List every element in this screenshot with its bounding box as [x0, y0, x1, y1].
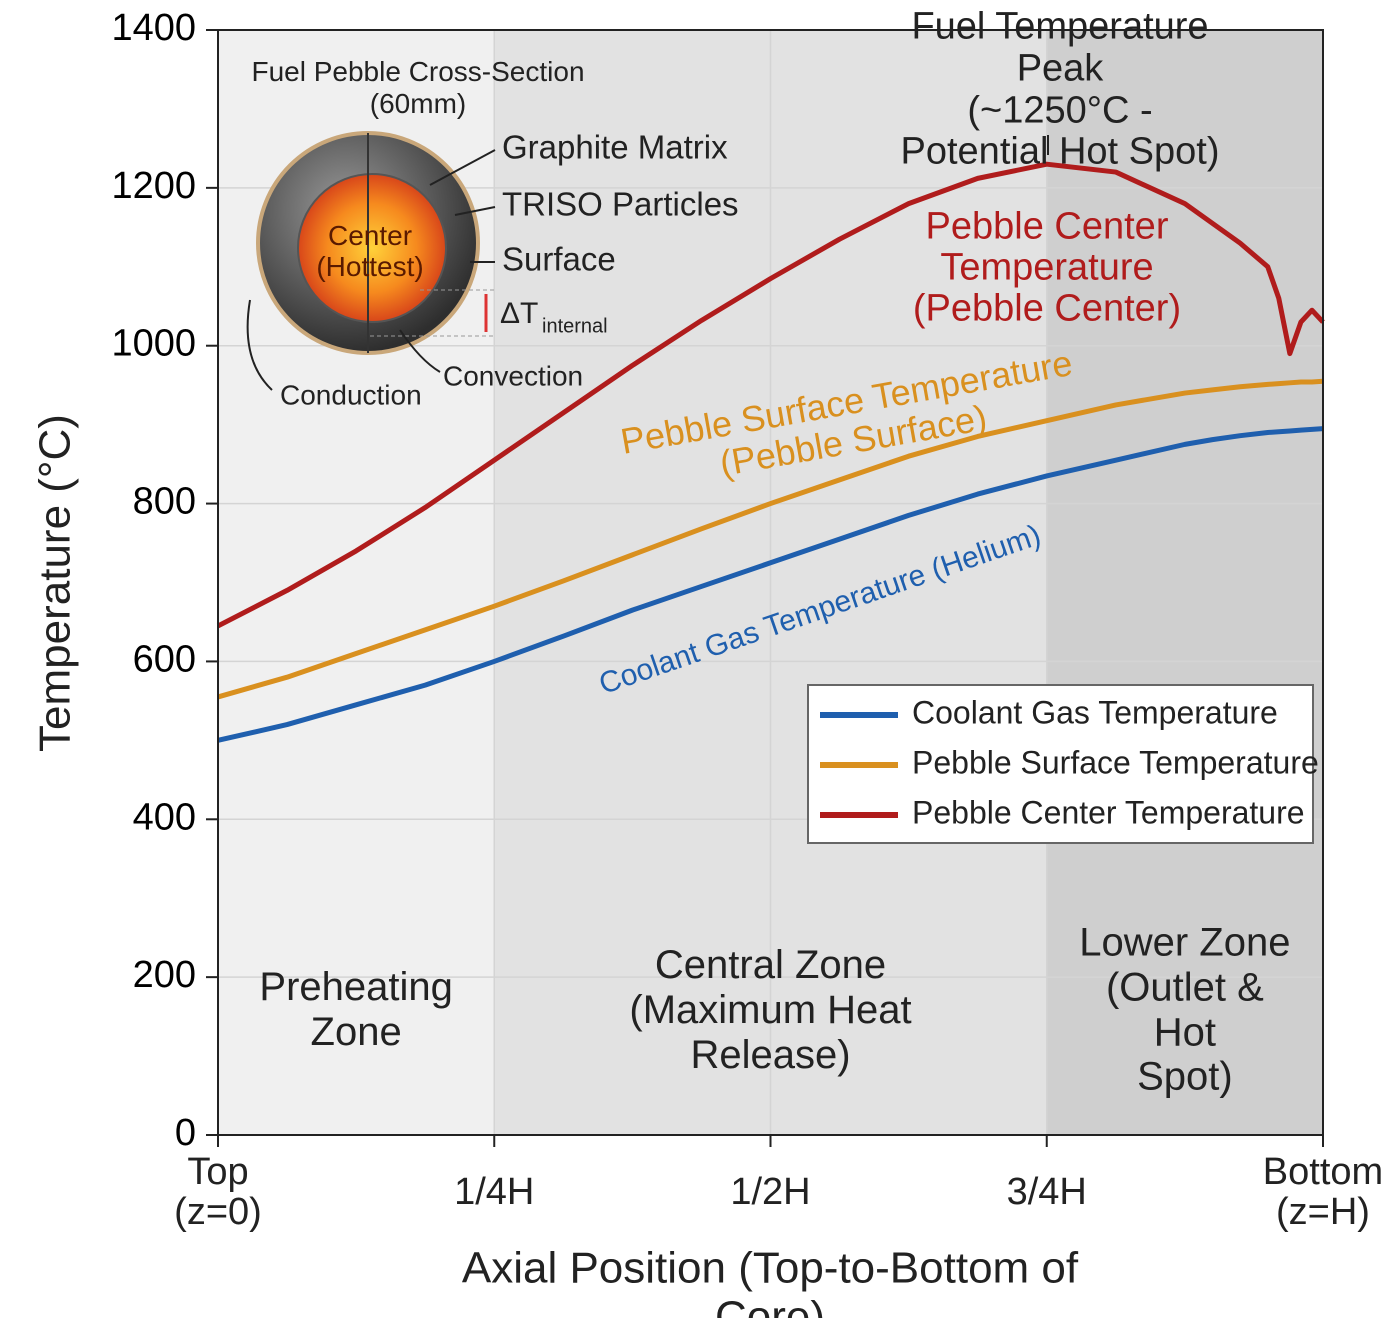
- y-axis-label: Temperature (°C): [30, 414, 79, 752]
- curve-label: Pebble Center Temperature (Pebble Center…: [913, 206, 1181, 329]
- inset-label: TRISO Particles: [502, 186, 739, 223]
- zone-label: Lower Zone (Outlet & Hot Spot): [1078, 920, 1292, 1099]
- inset-label: internal: [542, 315, 608, 337]
- legend-label: Pebble Surface Temperature: [912, 744, 1319, 780]
- x-tick-label: Top (z=0): [174, 1153, 262, 1233]
- y-tick-label: 600: [133, 638, 196, 680]
- y-tick-label: 1200: [111, 165, 196, 207]
- y-tick-label: 1400: [111, 7, 196, 49]
- inset-label: Conduction: [280, 379, 422, 410]
- inset-label: Convection: [443, 360, 583, 391]
- inset-title: Fuel Pebble Cross-Section (60mm): [251, 56, 584, 120]
- x-tick-label: Bottom (z=H): [1263, 1153, 1383, 1233]
- inset-label: Surface: [502, 241, 616, 278]
- y-tick-label: 200: [133, 954, 196, 996]
- y-tick-label: 1000: [111, 323, 196, 365]
- legend-label: Pebble Center Temperature: [912, 794, 1305, 830]
- zone-label: Preheating Zone: [259, 965, 452, 1055]
- zone-label: Central Zone (Maximum Heat Release): [629, 943, 911, 1077]
- x-tick-label: 1/4H: [454, 1173, 534, 1213]
- x-axis-label: Axial Position (Top-to-Bottom of Core): [456, 1244, 1085, 1318]
- y-tick-label: 400: [133, 796, 196, 838]
- y-tick-label: 800: [133, 481, 196, 523]
- chart: 0 200 400 600 800 1000 1200 1400 Coolant Gas Tem…: [0, 0, 1399, 1318]
- peak-annotation: Fuel Temperature Peak (~1250°C - Potenti…: [891, 6, 1230, 173]
- x-tick-label: 1/2H: [730, 1173, 810, 1213]
- inset-center: Center (Hottest): [316, 221, 423, 283]
- y-tick-label: 0: [175, 1112, 196, 1154]
- inset-label: ΔT: [500, 297, 538, 330]
- x-tick-label: 3/4H: [1007, 1173, 1087, 1213]
- legend: Coolant Gas Temperature Pebble Surface Te…: [808, 685, 1319, 843]
- inset-label: Graphite Matrix: [502, 129, 728, 166]
- legend-label: Coolant Gas Temperature: [912, 694, 1278, 730]
